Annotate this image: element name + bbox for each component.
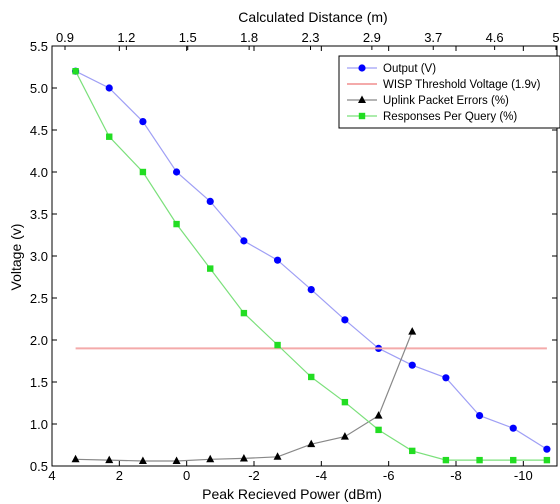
data-point	[510, 456, 517, 464]
data-point	[476, 456, 483, 464]
top-tick-label: 2.9	[363, 30, 381, 45]
data-point	[172, 456, 181, 464]
legend-marker	[358, 112, 366, 120]
data-point	[307, 286, 315, 294]
top-tick-label: 2.3	[301, 30, 319, 45]
data-point	[207, 265, 214, 272]
data-point	[105, 455, 114, 464]
legend-item: Output (V)	[347, 63, 436, 75]
data-point	[475, 412, 484, 420]
y-tick-label: 1.0	[30, 417, 48, 432]
x-tick-label: -10	[514, 468, 533, 483]
data-point	[543, 456, 551, 464]
data-point	[375, 426, 382, 434]
y-tick-label: 3.5	[30, 207, 48, 222]
data-point	[206, 454, 215, 463]
y-tick-label: 1.5	[30, 375, 48, 390]
data-point	[340, 432, 349, 440]
y-tick-label: 4.5	[30, 123, 48, 138]
x-tick-label: 4	[48, 468, 55, 483]
data-point	[273, 452, 282, 460]
axis-ticks: 4 2 0 -2 -4 -6 -8 -10 0.5 1.0 1.5 2.0 2.5 3.0 3.5 4.0 4.…	[30, 30, 560, 483]
data-point	[341, 316, 349, 324]
data-point	[409, 447, 416, 455]
data-point	[172, 168, 181, 176]
legend-label: WISP Threshold Voltage (1.9v)	[383, 79, 541, 91]
y-tick-label: 5.5	[30, 39, 48, 54]
data-point	[543, 445, 551, 453]
x-tick-label: -4	[316, 468, 328, 483]
data-point	[239, 453, 248, 462]
y-tick-label: 0.5	[30, 459, 48, 474]
data-point	[307, 439, 316, 448]
top-axis-title: Calculated Distance (m)	[238, 9, 387, 25]
x-tick-label: 0	[183, 468, 190, 483]
data-point	[408, 327, 417, 335]
data-point	[374, 411, 383, 419]
data-point	[71, 454, 80, 463]
data-point	[139, 118, 147, 126]
data-point	[408, 361, 416, 369]
top-tick-label: 1.8	[240, 30, 258, 45]
data-point	[206, 197, 214, 205]
legend-label: Uplink Packet Errors (%)	[383, 95, 509, 107]
series-3	[71, 327, 417, 464]
data-point	[106, 133, 113, 140]
data-point	[442, 374, 450, 382]
legend: Output (V) WISP Threshold Voltage (1.9v) U…	[338, 55, 560, 129]
data-point	[173, 220, 180, 228]
plot-area	[51, 45, 558, 467]
legend-marker	[358, 95, 366, 103]
y-tick-label: 2.5	[30, 291, 48, 306]
legend-label: Output (V)	[383, 63, 436, 75]
x-tick-label: -2	[248, 468, 260, 483]
top-tick-label: 1.5	[179, 30, 197, 45]
top-tick-label: 3.7	[424, 30, 442, 45]
data-point	[509, 424, 517, 432]
series-4	[72, 68, 551, 464]
legend-label: Responses Per Query (%)	[383, 111, 517, 123]
legend-marker	[358, 64, 366, 72]
data-point	[273, 256, 282, 264]
data-point	[105, 84, 113, 92]
y-tick-label: 3.0	[30, 249, 48, 264]
data-point	[442, 456, 450, 464]
x-tick-label: -8	[450, 468, 462, 483]
data-point	[72, 68, 79, 75]
top-tick-label: 1.2	[117, 30, 135, 45]
y-tick-label: 2.0	[30, 333, 48, 348]
data-point	[240, 237, 248, 245]
top-tick-label: 0.9	[56, 30, 74, 45]
x-tick-label: -6	[383, 468, 395, 483]
y-axis-title: Voltage (v)	[8, 224, 24, 291]
series-1	[71, 67, 551, 453]
data-point	[138, 456, 147, 464]
y-tick-label: 4.0	[30, 165, 48, 180]
x-tick-label: 2	[116, 468, 123, 483]
data-point	[274, 341, 281, 349]
y-tick-label: 5.0	[30, 81, 48, 96]
data-point	[240, 309, 248, 317]
data-point	[308, 373, 315, 381]
data-point	[341, 398, 349, 406]
legend-item: WISP Threshold Voltage (1.9v)	[347, 79, 541, 91]
top-tick-label: 4.6	[486, 30, 504, 45]
data-point	[139, 168, 147, 176]
legend-item: Responses Per Query (%)	[347, 111, 517, 123]
x-axis-title: Peak Recieved Power (dBm)	[202, 486, 382, 502]
legend-item: Uplink Packet Errors (%)	[347, 95, 509, 107]
top-tick-label: 5	[552, 30, 559, 45]
